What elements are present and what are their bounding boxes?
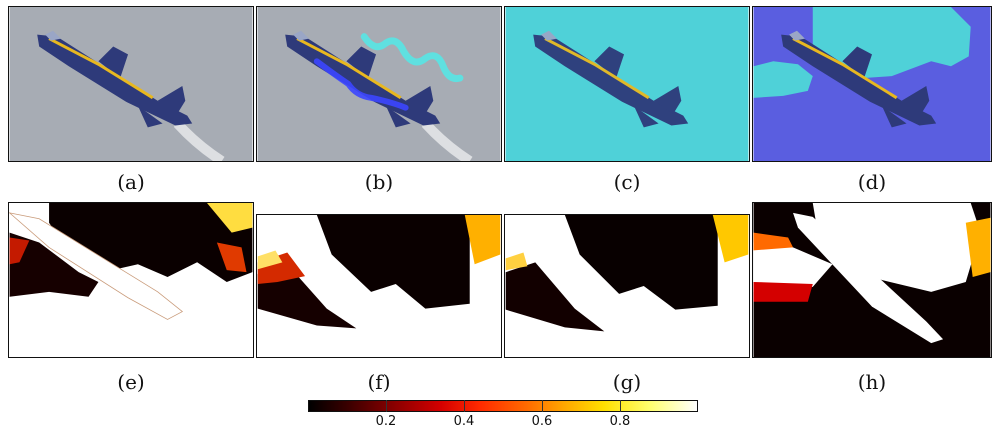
heatmap-h <box>753 203 991 357</box>
colorbar-tick-0.6 <box>542 400 543 412</box>
heatmap-e <box>9 203 253 357</box>
caption-g: (g) <box>612 370 642 394</box>
caption-b: (b) <box>364 170 394 194</box>
heatmap-f <box>257 215 501 357</box>
jet-photo-a <box>9 7 253 161</box>
panel-d-segmentation <box>752 6 992 162</box>
foreground-scribble <box>313 58 409 111</box>
colorbar-label-0.4: 0.4 <box>453 414 475 429</box>
panel-b-scribble-image <box>256 6 502 162</box>
panel-c-segmentation <box>504 6 750 162</box>
jet-photo-b <box>257 7 501 161</box>
caption-h: (h) <box>857 370 887 394</box>
colorbar-label-0.2: 0.2 <box>375 414 397 429</box>
panel-h-probability-map <box>752 202 992 358</box>
caption-f: (f) <box>367 370 391 394</box>
colorbar-tick-0.4 <box>464 400 465 412</box>
segmentation-d <box>753 7 991 161</box>
colorbar-tick-0.2 <box>386 400 387 412</box>
panel-g-probability-map <box>504 214 750 358</box>
panel-e-probability-map <box>8 202 254 358</box>
colorbar-label-0.6: 0.6 <box>531 414 553 429</box>
panel-f-probability-map <box>256 214 502 358</box>
heatmap-g <box>505 215 749 357</box>
segmentation-c <box>505 7 749 161</box>
caption-e: (e) <box>117 370 145 394</box>
colorbar-tick-0.8 <box>620 400 621 412</box>
colorbar-label-0.8: 0.8 <box>609 414 631 429</box>
caption-c: (c) <box>613 170 641 194</box>
panel-a-original-image <box>8 6 254 162</box>
caption-a: (a) <box>117 170 145 194</box>
caption-d: (d) <box>857 170 887 194</box>
background-scribble <box>360 33 464 82</box>
colorbar <box>308 400 698 412</box>
